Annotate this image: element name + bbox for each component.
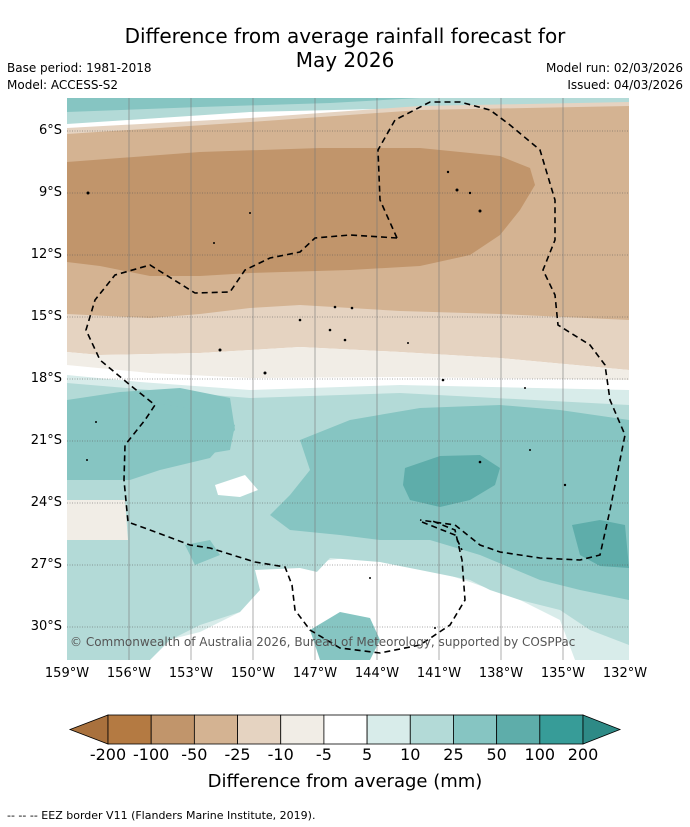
eez-border-path: [377, 101, 626, 561]
colorbar-swatch: [409, 714, 454, 745]
colorbar-swatch: [582, 714, 622, 745]
lon-label: 159°W: [44, 666, 90, 681]
contour-white-se: [380, 575, 470, 625]
meta-left: Base period: 1981-2018 Model: ACCESS-S2: [7, 60, 152, 94]
colorbar-swatch: [150, 714, 195, 745]
eez-legend-note: -- -- -- EEZ border V11 (Flanders Marine…: [7, 809, 316, 822]
lat-label: 27°S: [30, 557, 62, 572]
colorbar-swatch: [453, 714, 498, 745]
lat-label: 21°S: [30, 433, 62, 448]
meridians: [128, 98, 564, 660]
map-title-line1: Difference from average rainfall forecas…: [124, 24, 566, 48]
model-run-text: Model run: 02/03/2026: [545, 61, 683, 75]
colorbar-tick-label: 100: [524, 745, 556, 764]
lat-label: 18°S: [30, 371, 62, 386]
colorbar: [68, 714, 622, 745]
lon-label: 141°W: [416, 666, 462, 681]
colorbar-tick-label: -25: [224, 745, 251, 764]
colorbar-tick-label: -200: [89, 745, 127, 764]
gridlines: [67, 130, 629, 628]
contour-wet-100: [403, 455, 500, 507]
contour-wet-100-south: [310, 612, 380, 660]
colorbar-swatch: [366, 714, 411, 745]
contour-near-avg: [67, 347, 629, 380]
lon-label: 156°W: [106, 666, 152, 681]
colorbar-tick-label: 50: [486, 745, 507, 764]
islands: [86, 170, 567, 629]
colorbar-swatch: [496, 714, 541, 745]
colorbar-swatch: [280, 714, 325, 745]
eez-border-path-2: [85, 234, 466, 654]
colorbar-tick-label: 5: [361, 745, 373, 764]
colorbar-swatch: [107, 714, 152, 745]
map-title-line2: May 2026: [295, 48, 395, 72]
colorbar-tick-label: 10: [400, 745, 421, 764]
colorbar-tick-label: -50: [181, 745, 208, 764]
lon-label: 144°W: [354, 666, 400, 681]
contour-white-patch: [215, 475, 258, 497]
contour-wet-strong-west: [67, 428, 112, 455]
contour-wet-100-sw: [185, 540, 220, 565]
colorbar-title: Difference from average (mm): [207, 771, 483, 792]
lon-label: 138°W: [478, 666, 524, 681]
base-period-text: Base period: 1981-2018: [7, 61, 152, 75]
colorbar-swatch: [237, 714, 282, 745]
lon-label: 153°W: [168, 666, 214, 681]
lat-label: 9°S: [38, 185, 62, 200]
copyright-text: © Commonwealth of Australia 2026, Bureau…: [70, 635, 575, 649]
colorbar-swatch: [539, 714, 584, 745]
colorbar-swatch: [323, 714, 368, 745]
contour-wet-100-east: [572, 520, 629, 568]
lat-label: 6°S: [38, 123, 62, 138]
colorbar-tick-label: -5: [315, 745, 332, 764]
meta-right: Model run: 02/03/2026 Issued: 04/03/2026: [546, 60, 683, 94]
lon-label: 132°W: [602, 666, 648, 681]
colorbar-tick-label: 200: [567, 745, 599, 764]
contour-dry-strong: [67, 148, 535, 276]
lat-label: 15°S: [30, 309, 62, 324]
lon-label: 150°W: [230, 666, 276, 681]
colorbar-swatches: [68, 714, 622, 745]
colorbar-swatch: [68, 714, 109, 745]
map-layers: © Commonwealth of Australia 2026, Bureau…: [67, 98, 629, 660]
eez-border-path-3: [421, 521, 463, 551]
contour-north-teal-dark: [67, 98, 420, 112]
lat-label: 12°S: [30, 247, 62, 262]
lat-label: 24°S: [30, 495, 62, 510]
contour-white-sw: [67, 500, 128, 540]
rainfall-map: © Commonwealth of Australia 2026, Bureau…: [67, 98, 629, 660]
lat-label: 30°S: [30, 619, 62, 634]
issued-text: Issued: 04/03/2026: [567, 78, 683, 92]
contour-white-south: [255, 568, 350, 600]
lon-label: 147°W: [292, 666, 338, 681]
model-text: Model: ACCESS-S2: [7, 78, 119, 92]
colorbar-tick-label: -10: [267, 745, 294, 764]
colorbar-tick-label: -100: [133, 745, 170, 764]
lon-label: 135°W: [540, 666, 586, 681]
colorbar-swatch: [193, 714, 238, 745]
colorbar-tick-label: 25: [443, 745, 464, 764]
map-title: Difference from average rainfall forecas…: [0, 24, 690, 72]
